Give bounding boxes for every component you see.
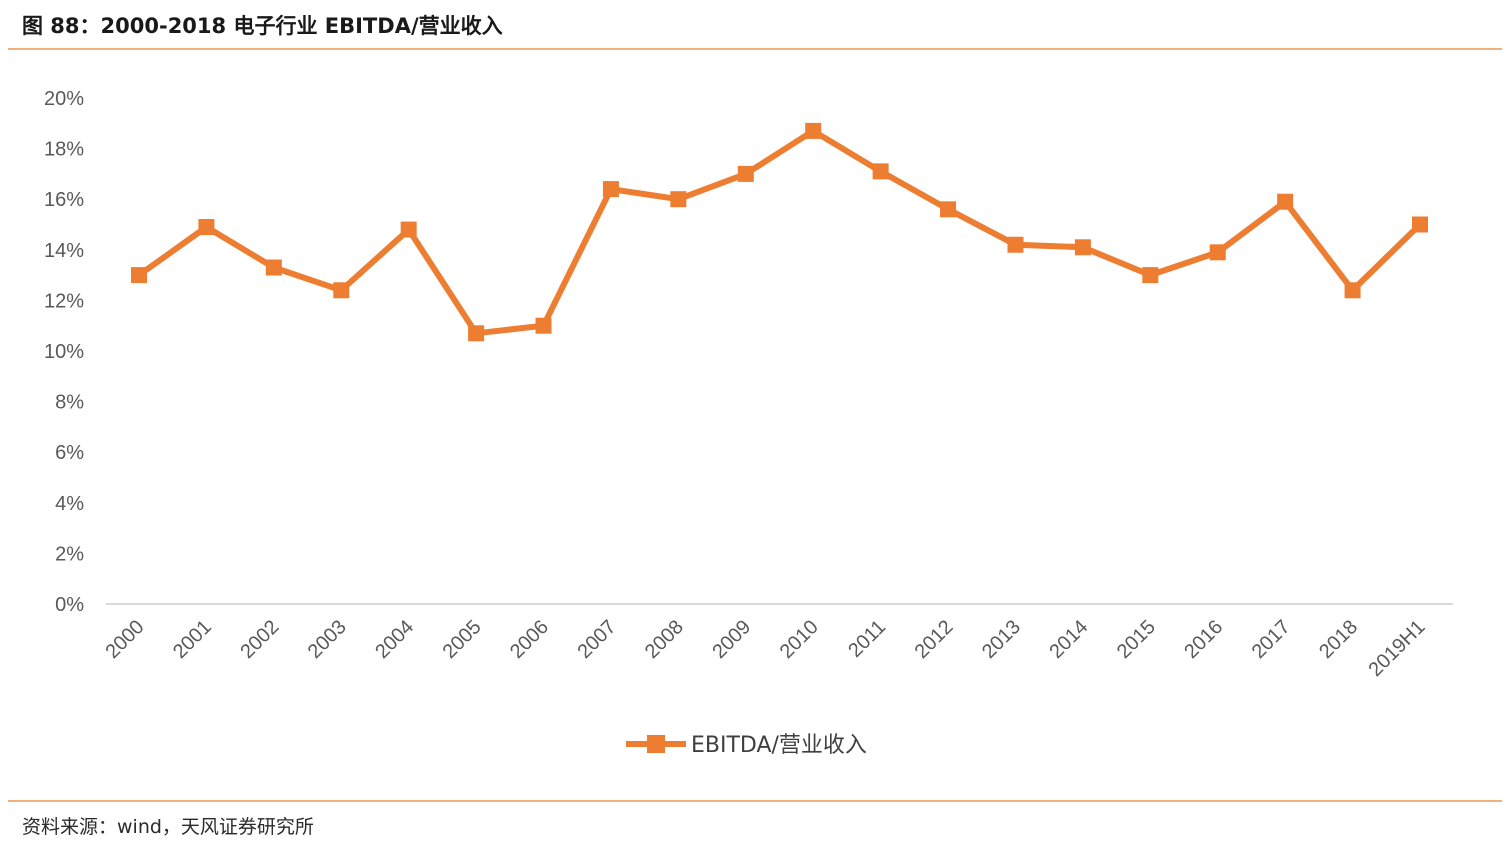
legend-label: EBITDA/营业收入 <box>691 733 867 758</box>
x-tick-label: 2008 <box>641 616 688 663</box>
figure-title: 图 88：2000-2018 电子行业 EBITDA/营业收入 <box>22 14 503 38</box>
y-tick-label: 6% <box>55 442 84 464</box>
x-tick-label: 2016 <box>1180 616 1227 663</box>
x-tick-label: 2017 <box>1248 616 1295 663</box>
y-tick-label: 2% <box>55 543 84 565</box>
x-tick-label: 2007 <box>573 616 620 663</box>
source-note: 资料来源：wind，天风证券研究所 <box>22 816 314 838</box>
data-point-marker <box>940 201 957 218</box>
x-tick-label: 2012 <box>911 616 958 663</box>
x-tick-label: 2015 <box>1113 616 1160 663</box>
footer-divider <box>8 800 1502 802</box>
x-tick-label: 2004 <box>371 616 418 663</box>
x-tick-label: 2011 <box>844 616 890 662</box>
header-divider <box>8 48 1502 50</box>
data-point-marker <box>198 219 215 236</box>
data-point-marker <box>602 181 619 198</box>
y-tick-label: 18% <box>44 139 84 161</box>
data-point-marker <box>265 259 282 276</box>
data-point-marker <box>468 325 485 342</box>
series-line-ebitda <box>137 127 1423 337</box>
y-tick-label: 0% <box>55 594 84 616</box>
x-tick-label: 2003 <box>304 616 351 663</box>
series-markers <box>131 122 1428 342</box>
data-point-marker <box>1412 216 1428 233</box>
x-tick-label: 2013 <box>978 616 1025 663</box>
x-tick-label: 2001 <box>169 616 216 663</box>
y-tick-label: 20% <box>44 88 84 110</box>
x-tick-label: 2005 <box>439 616 486 663</box>
data-point-marker <box>400 221 417 238</box>
data-point-marker <box>1007 236 1024 253</box>
data-point-marker <box>670 191 687 208</box>
data-point-marker <box>333 282 350 299</box>
x-tick-label: 2014 <box>1045 616 1092 663</box>
x-tick-label: 2006 <box>506 616 553 663</box>
data-point-marker <box>1074 239 1091 256</box>
data-point-marker <box>131 267 147 284</box>
y-tick-label: 4% <box>55 493 84 515</box>
data-point-marker <box>535 317 552 334</box>
data-point-marker <box>1277 193 1294 210</box>
y-axis-ticks: 0% 2% 4% 6% 8% 10% 12% 14% 16% 18% 20% <box>44 88 84 616</box>
y-tick-label: 10% <box>44 341 84 363</box>
data-point-marker <box>805 122 822 139</box>
data-point-marker <box>1142 267 1159 284</box>
x-tick-label: 2018 <box>1315 616 1362 663</box>
data-point-marker <box>737 165 754 182</box>
x-tick-label: 2010 <box>776 616 823 663</box>
x-axis-ticks: 2000 2001 2002 2003 2004 2005 2006 2007 2008 2009… <box>102 616 1430 681</box>
x-tick-label: 2009 <box>708 616 755 663</box>
y-tick-label: 16% <box>44 189 84 211</box>
legend: EBITDA/营业收入 <box>626 733 867 758</box>
x-tick-label: 2002 <box>236 616 283 663</box>
x-tick-label: 2000 <box>102 616 149 663</box>
y-tick-label: 8% <box>55 392 84 414</box>
line-chart: 0%2%4%6%8%10%12%14%16%18%20% 2000 2001 200… <box>44 88 1453 758</box>
data-point-marker <box>872 163 889 180</box>
y-tick-label: 14% <box>44 240 84 262</box>
data-point-marker <box>1344 282 1361 299</box>
y-tick-label: 12% <box>44 290 84 312</box>
x-tick-label: 2019H1 <box>1364 616 1429 681</box>
legend-marker <box>647 735 665 753</box>
data-point-marker <box>1209 244 1226 261</box>
